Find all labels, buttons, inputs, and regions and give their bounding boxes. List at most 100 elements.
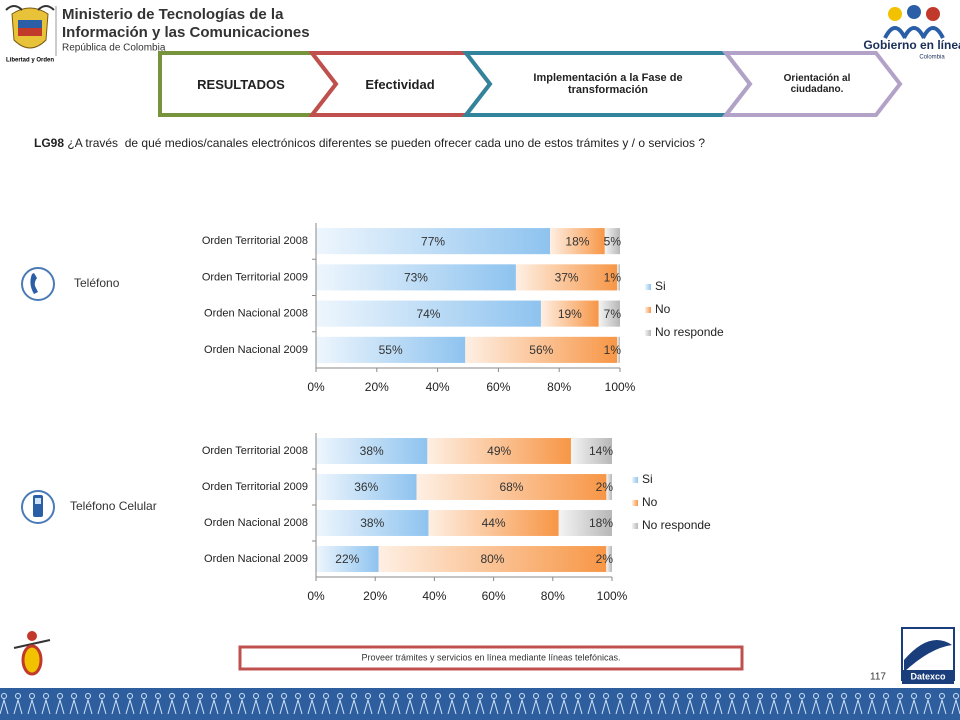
tab-shape	[721, 51, 903, 117]
value-label: 36%	[354, 480, 378, 494]
band-figure	[741, 698, 751, 715]
x-tick-label: 0%	[307, 380, 325, 394]
band-figure	[41, 698, 51, 715]
band-figure	[167, 698, 177, 715]
x-tick-label: 20%	[365, 380, 389, 394]
bar-segment	[540, 300, 599, 327]
band-figure	[531, 698, 541, 715]
band-figure	[419, 698, 429, 715]
value-label: 38%	[360, 516, 384, 530]
band-figure	[83, 698, 93, 715]
legend-swatch	[645, 330, 651, 336]
value-label: 37%	[555, 271, 579, 285]
phone-icon	[21, 267, 55, 301]
band-figure	[377, 698, 387, 715]
legend-swatch	[645, 307, 651, 313]
tab-label: Implementación a la Fase de transformaci…	[533, 72, 683, 96]
value-label: 2%	[596, 480, 614, 494]
tab-label: RESULTADOS	[197, 76, 285, 92]
value-label: 68%	[499, 480, 523, 494]
x-tick-label: 100%	[605, 380, 636, 394]
brand-country: Colombia	[919, 55, 945, 61]
bar-segment	[550, 228, 605, 255]
bar-segment	[465, 336, 618, 363]
band-figure	[951, 698, 960, 715]
bar-segment	[416, 474, 607, 500]
note-box	[238, 645, 744, 671]
band-figure	[349, 698, 359, 715]
x-tick-label: 60%	[486, 380, 510, 394]
band-figure	[279, 698, 289, 715]
legend-label: No responde	[642, 518, 711, 532]
question-text: ¿A través de qué medios/canales electrón…	[67, 136, 706, 150]
bar-segment	[316, 228, 551, 255]
x-tick-label: 40%	[426, 380, 450, 394]
band-figure	[867, 698, 877, 715]
band-figure	[895, 698, 905, 715]
band-figure	[139, 698, 149, 715]
band-figure	[671, 698, 681, 715]
band-figure	[937, 698, 947, 715]
x-tick-label: 80%	[541, 589, 565, 603]
note: Proveer trámites y servicios en línea me…	[361, 652, 620, 662]
category-label: Orden Nacional 2009	[204, 344, 308, 356]
legend-swatch	[632, 523, 638, 529]
band-figure	[293, 698, 303, 715]
question: LG98 ¿A través de qué medios/canales ele…	[34, 136, 705, 150]
band-figure	[27, 698, 37, 715]
band-figure	[699, 698, 709, 715]
ministry-line: Ministerio de Tecnologías de la	[62, 6, 284, 23]
company: Datexco	[910, 671, 946, 681]
band-figure	[433, 698, 443, 715]
category-label: Orden Nacional 2009	[204, 553, 308, 565]
tab-label: Orientación al ciudadano.	[783, 73, 851, 95]
value-label: 18%	[589, 516, 613, 530]
band-figure	[237, 698, 247, 715]
category-label: Orden Territorial 2008	[202, 445, 308, 457]
band-figure	[685, 698, 695, 715]
band-figure	[475, 698, 485, 715]
value-label: 22%	[335, 552, 359, 566]
x-tick-label: 100%	[597, 589, 628, 603]
band-figure	[251, 698, 261, 715]
category-label: Orden Nacional 2008	[204, 517, 308, 529]
bar-segment	[598, 300, 620, 327]
value-label: 56%	[529, 343, 553, 357]
republic: República de Colombia	[62, 43, 166, 54]
bar-segment	[617, 264, 620, 291]
band-figure	[55, 698, 65, 715]
bar-segment	[515, 264, 618, 291]
band-figure	[783, 698, 793, 715]
band-figure	[391, 698, 401, 715]
value-label: 49%	[487, 444, 511, 458]
bar-segment	[316, 264, 516, 291]
value-label: 7%	[604, 307, 622, 321]
legend-swatch	[632, 500, 638, 506]
bar-segment	[570, 438, 612, 464]
band-figure	[13, 698, 23, 715]
brand-logo	[883, 5, 945, 39]
band-figure	[517, 698, 527, 715]
x-tick-label: 40%	[422, 589, 446, 603]
band-figure	[545, 698, 555, 715]
band-figure	[573, 698, 583, 715]
band-figure	[111, 698, 121, 715]
band-figure	[643, 698, 653, 715]
band-figure	[0, 698, 9, 715]
band-figure	[839, 698, 849, 715]
bar-segment	[316, 438, 428, 464]
value-label: 18%	[565, 234, 589, 248]
bar-segment	[316, 474, 417, 500]
band-figure	[265, 698, 275, 715]
category-label: Orden Territorial 2008	[202, 235, 308, 247]
legend-label: Si	[655, 279, 666, 293]
band-figure	[559, 698, 569, 715]
band-figure	[335, 698, 345, 715]
band-figure	[909, 698, 919, 715]
value-label: 5%	[604, 234, 622, 248]
band-figure	[153, 698, 163, 715]
cellphone-icon	[21, 490, 55, 524]
legend-label: No	[642, 495, 658, 509]
band-figure	[797, 698, 807, 715]
band-figure	[489, 698, 499, 715]
